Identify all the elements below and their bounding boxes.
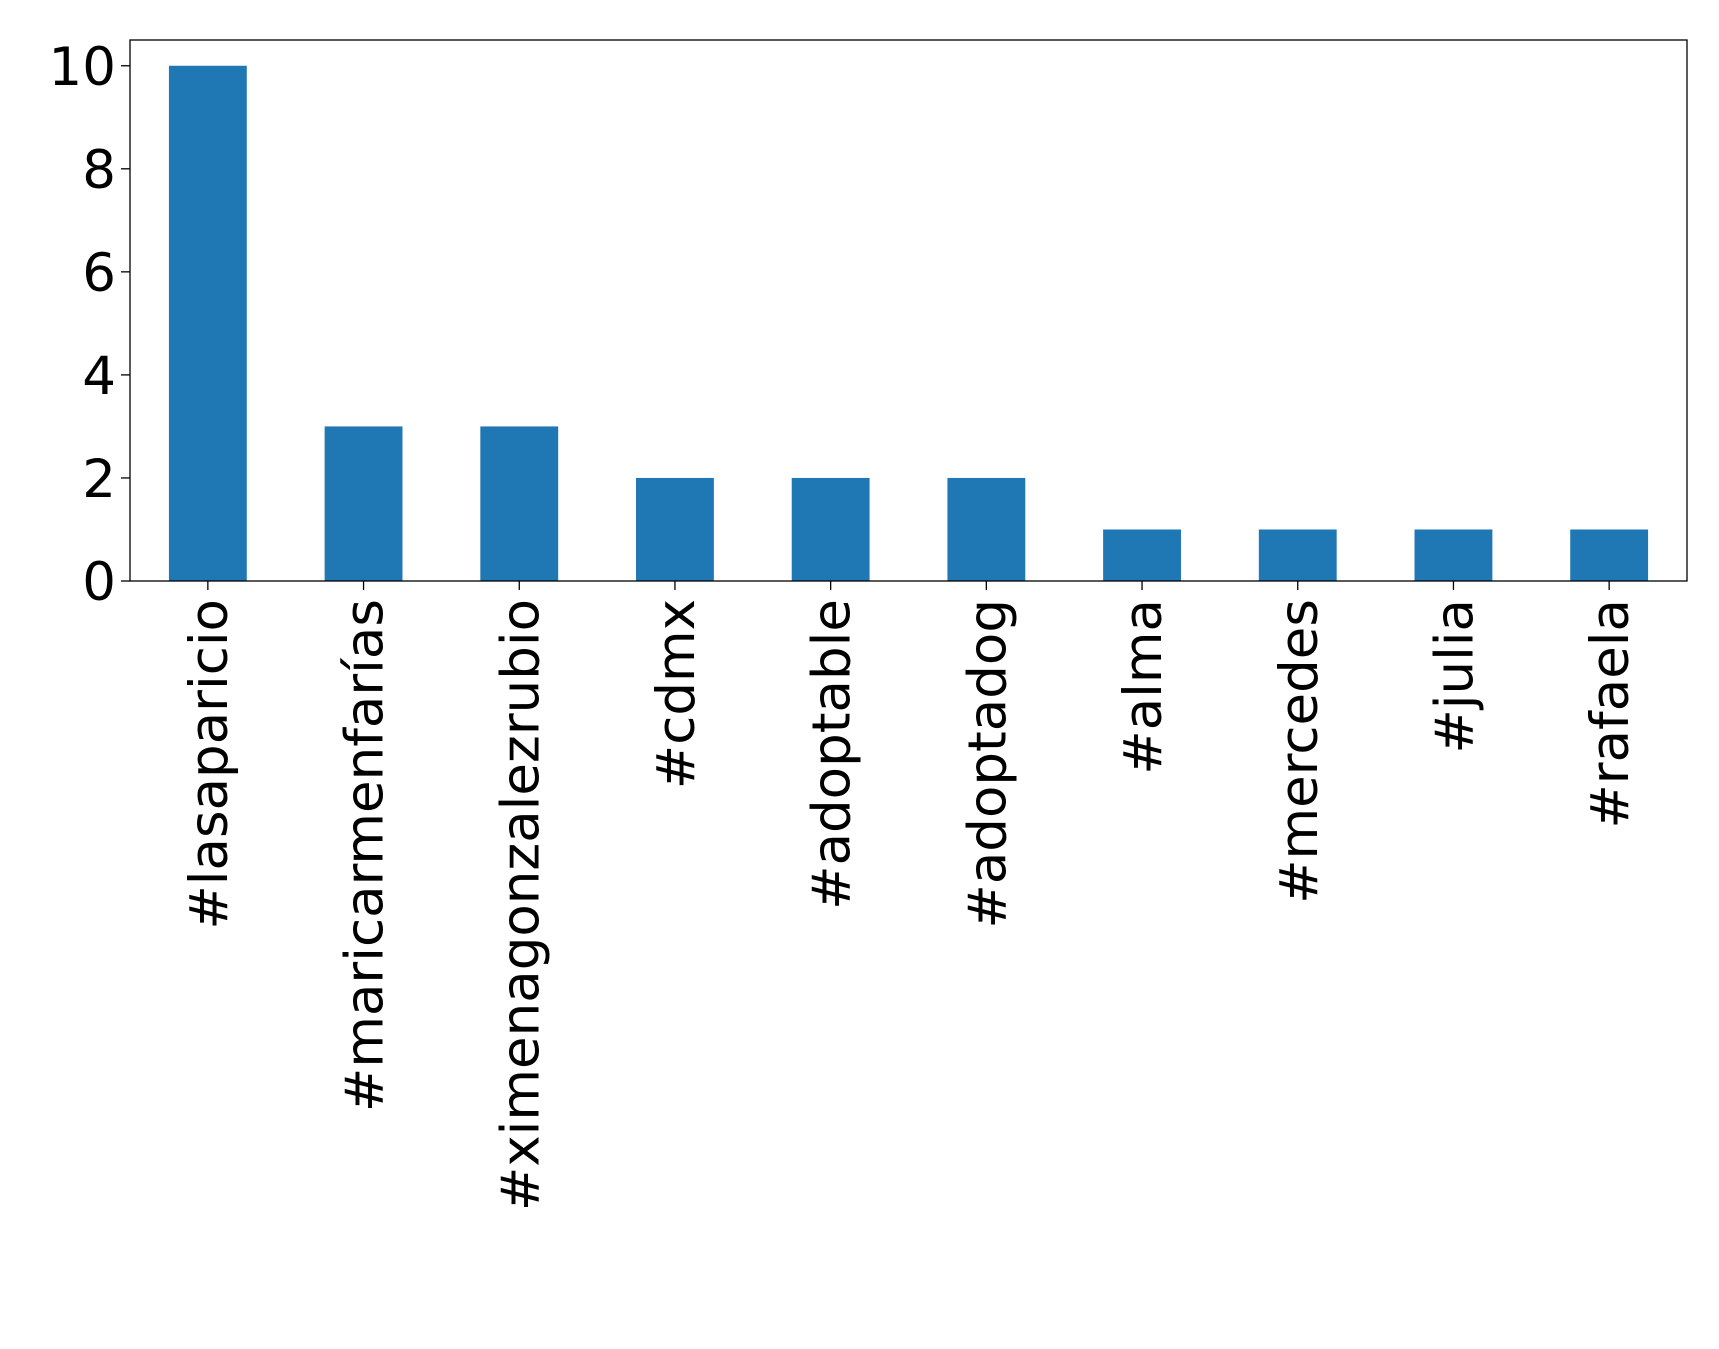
plot-frame [129, 39, 1688, 582]
x-tick-label: #rafaela [1580, 599, 1641, 829]
y-tick-label: 2 [82, 449, 116, 510]
x-tick-label: #alma [1113, 599, 1174, 775]
x-tick-label: #ximenagonzalezrubio [490, 599, 551, 1211]
bar [480, 426, 559, 581]
y-tick-label: 8 [82, 140, 116, 201]
x-tick-label: #adoptable [802, 599, 863, 910]
y-tick-label: 0 [82, 552, 116, 613]
bar [1570, 529, 1649, 581]
bar [1103, 529, 1181, 581]
y-tick-label: 10 [49, 37, 116, 98]
bar [947, 477, 1026, 581]
x-tick-label: #maricarmenfarías [335, 599, 396, 1112]
x-tick-label: #cdmx [646, 599, 707, 789]
x-tick-label: #lasaparicio [179, 599, 240, 930]
bar [1414, 529, 1493, 581]
bar [168, 65, 247, 581]
y-tick-label: 6 [82, 243, 116, 304]
x-tick-label: #julia [1424, 599, 1485, 754]
x-tick-label: #adoptadog [957, 599, 1018, 929]
bar [324, 426, 403, 581]
bar [791, 477, 870, 581]
y-tick-label: 4 [82, 346, 116, 407]
x-tick-label: #mercedes [1269, 599, 1330, 904]
bar [1258, 529, 1337, 581]
bar [636, 477, 714, 581]
